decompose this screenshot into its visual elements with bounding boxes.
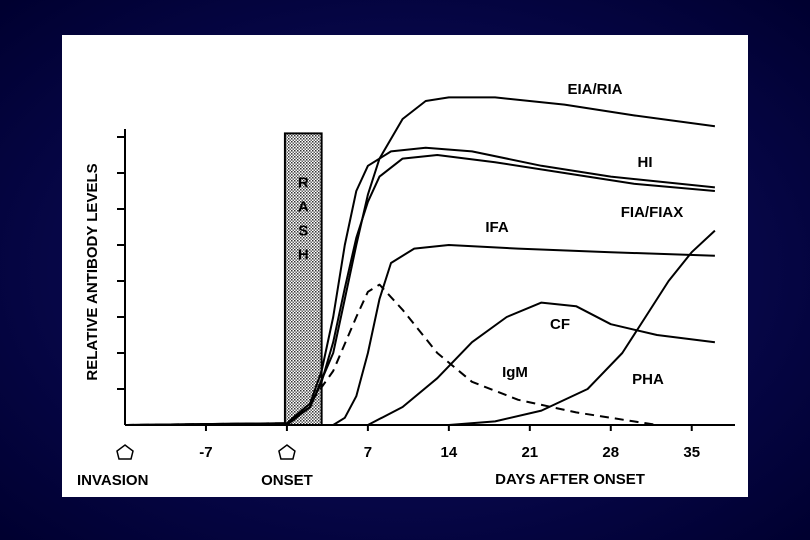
series-line xyxy=(124,146,716,426)
rash-band xyxy=(283,132,323,426)
x-axis-label: DAYS AFTER ONSET xyxy=(495,471,645,488)
y-axis-label: RELATIVE ANTIBODY LEVELS xyxy=(84,163,101,380)
series-label: CF xyxy=(550,316,570,333)
x-tick-label: -7 xyxy=(199,444,212,461)
series-label: IFA xyxy=(485,219,509,236)
event-label: INVASION xyxy=(77,472,148,489)
series-label: PHA xyxy=(632,371,664,388)
series-line xyxy=(125,301,716,426)
x-tick-label: 21 xyxy=(521,444,538,461)
event-label: ONSET xyxy=(261,472,313,489)
series-line xyxy=(125,229,716,426)
series-label: HI xyxy=(638,154,653,171)
series-line xyxy=(125,244,715,426)
event-marker xyxy=(116,444,134,460)
x-tick-label: 28 xyxy=(602,444,619,461)
series-label: EIA/RIA xyxy=(567,81,622,98)
panel xyxy=(62,35,748,497)
series-line xyxy=(124,283,658,426)
x-tick-label: 35 xyxy=(683,444,700,461)
series-label: FIA/FIAX xyxy=(621,204,684,221)
event-marker xyxy=(278,444,296,460)
series-label: IgM xyxy=(502,364,528,381)
x-tick-label: 7 xyxy=(364,444,372,461)
x-tick-label: 14 xyxy=(441,444,458,461)
